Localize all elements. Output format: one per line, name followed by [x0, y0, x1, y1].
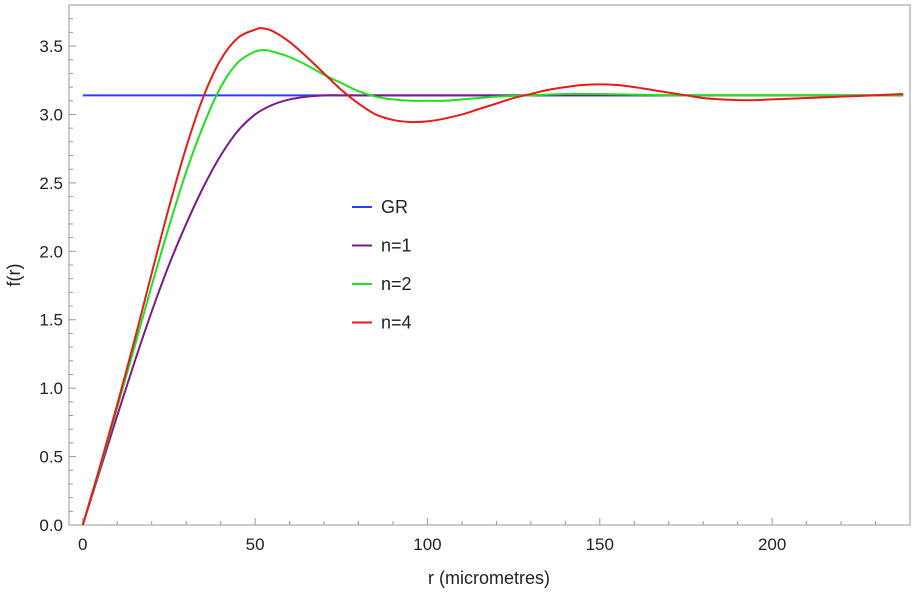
- y-tick-label: 3.0: [39, 105, 63, 124]
- x-axis: 0 50 100 150 200: [78, 518, 911, 554]
- y-tick-label: 2.0: [39, 242, 63, 261]
- x-tick-label: 0: [78, 535, 87, 554]
- series-line-n-1: [81, 94, 904, 526]
- series-lines: [81, 27, 904, 526]
- series-line-n-2: [81, 49, 904, 526]
- plot-frame: [68, 4, 911, 526]
- legend-label-gr: GR: [381, 197, 408, 217]
- y-tick-label: 0.5: [39, 448, 63, 467]
- y-tick-label: 1.5: [39, 311, 63, 330]
- y-tick-label: 0.0: [39, 516, 63, 535]
- y-tick-label: 1.0: [39, 379, 63, 398]
- y-tick-label: 3.5: [39, 37, 63, 56]
- legend-label-n-4: n=4: [381, 313, 412, 333]
- x-tick-label: 50: [246, 535, 265, 554]
- x-tick-label: 150: [586, 535, 614, 554]
- y-tick-label: 2.5: [39, 174, 63, 193]
- legend: GR n=1 n=2 n=4: [352, 197, 412, 333]
- y-axis-title: f(r): [4, 264, 24, 287]
- y-axis: 0.0 0.5 1.0 1.5 2.0 2.5 3.0 3.5: [39, 4, 76, 535]
- x-tick-label: 200: [758, 535, 786, 554]
- series-line-n-4: [81, 27, 904, 526]
- x-tick-label: 100: [413, 535, 441, 554]
- legend-label-n-1: n=1: [381, 236, 412, 256]
- x-axis-title: r (micrometres): [428, 568, 550, 588]
- legend-label-n-2: n=2: [381, 274, 412, 294]
